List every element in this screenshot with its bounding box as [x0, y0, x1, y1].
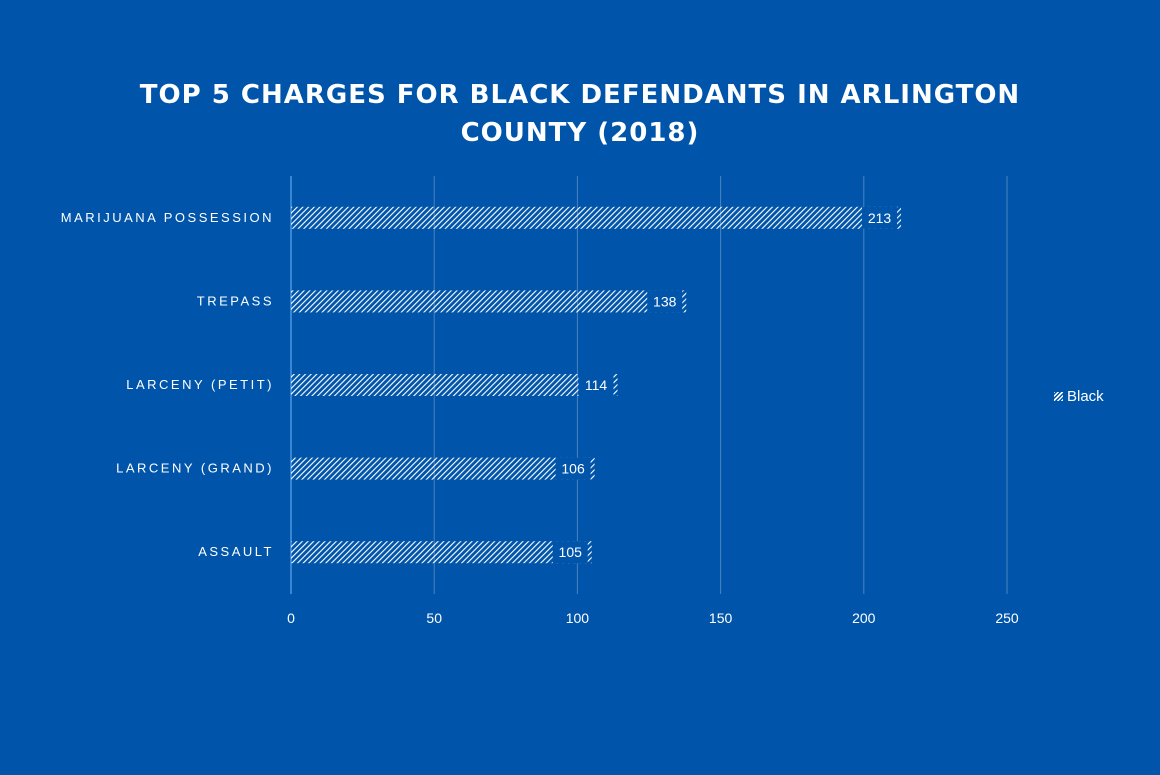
- labels: 0 50 100 150 200 250 213 MARIJUANA POSSESSION 13…: [61, 206, 1019, 626]
- category-label: MARIJUANA POSSESSION: [61, 210, 274, 225]
- data-label-box: [647, 290, 683, 313]
- x-tick-label: 100: [566, 610, 590, 626]
- bar: [291, 206, 902, 229]
- chart-title-line-2: COUNTY (2018): [460, 118, 700, 148]
- data-label: 213: [868, 210, 892, 226]
- category-label: TREPASS: [197, 293, 274, 308]
- bar: [291, 457, 595, 480]
- category-label: ASSAULT: [198, 544, 274, 559]
- x-tick-label: 250: [995, 610, 1019, 626]
- data-label-box: [578, 374, 614, 396]
- legend: Black: [1054, 388, 1104, 405]
- data-label-box: [862, 206, 898, 229]
- bars: [291, 206, 902, 564]
- category-label: LARCENY (GRAND): [116, 461, 274, 476]
- data-label: 106: [561, 461, 585, 477]
- bar: [291, 290, 687, 313]
- category-label: LARCENY (PETIT): [126, 377, 274, 392]
- legend-label-black: Black: [1067, 388, 1104, 405]
- bar: [291, 541, 592, 564]
- data-label: 105: [559, 544, 583, 560]
- x-tick-label: 0: [287, 610, 295, 626]
- x-tick-label: 150: [709, 610, 733, 626]
- chart-title: TOP 5 CHARGES FOR BLACK DEFENDANTS IN AR…: [0, 76, 1160, 152]
- data-label: 114: [585, 377, 608, 393]
- x-tick-label: 200: [852, 610, 876, 626]
- x-tick-label: 50: [426, 610, 442, 626]
- data-label-box: [555, 457, 591, 480]
- data-label-box: [552, 541, 588, 564]
- data-label: 138: [653, 293, 677, 309]
- chart-title-line-1: TOP 5 CHARGES FOR BLACK DEFENDANTS IN AR…: [139, 80, 1021, 110]
- bar: [291, 374, 618, 396]
- legend-swatch-black: [1054, 392, 1063, 401]
